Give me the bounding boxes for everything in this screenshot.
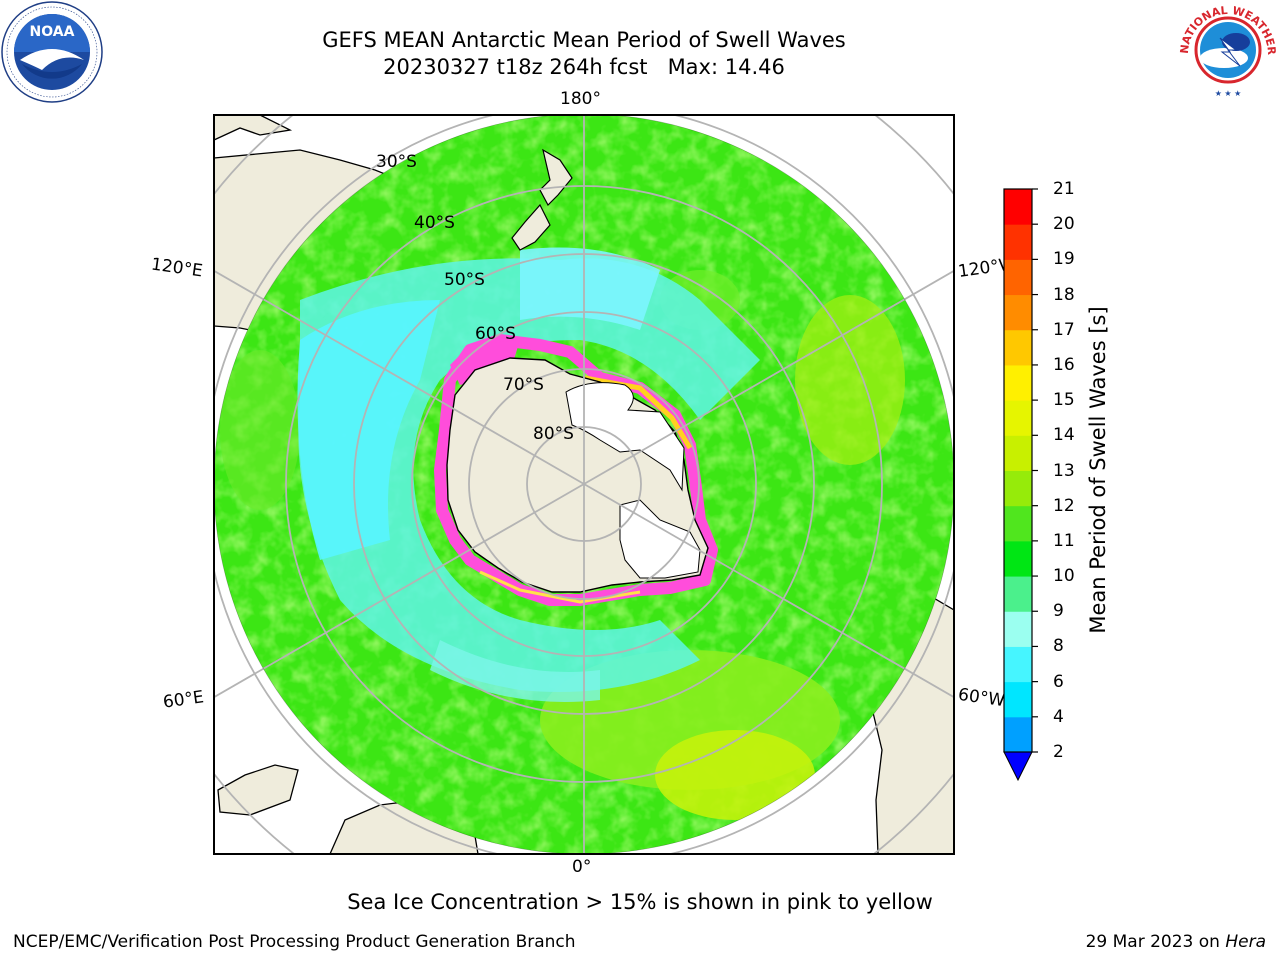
sea-ice-ring	[434, 334, 718, 606]
footer-date-text: 29 Mar 2023 on	[1085, 932, 1226, 952]
colorbar-segment	[1004, 470, 1032, 507]
noaa-logo-text: NOAA	[30, 24, 75, 40]
lat-label-30s: 30°S	[376, 152, 417, 172]
colorbar-tick-label: 19	[1053, 249, 1075, 270]
colorbar-segment	[1004, 259, 1032, 296]
lat-label-60s: 60°S	[475, 324, 516, 344]
colorbar-segment	[1004, 400, 1032, 436]
footer-date: 29 Mar 2023 on Hera	[1086, 932, 1266, 952]
lat-label-80s: 80°S	[533, 424, 574, 444]
colorbar-tick-label: 16	[1053, 354, 1075, 375]
nws-logo: NATIONAL WEATHER SERVICE ★ ★ ★	[1176, 0, 1278, 98]
colorbar-tick-label: 8	[1053, 636, 1064, 657]
noaa-logo: NOAA	[1, 1, 103, 103]
colorbar-segment	[1004, 540, 1032, 577]
colorbar-segment	[1004, 646, 1032, 683]
colorbar-tick-label: 11	[1053, 530, 1075, 551]
colorbar-tick-label: 17	[1053, 319, 1075, 340]
colorbar-segment	[1004, 364, 1032, 401]
colorbar-tick-label: 15	[1053, 390, 1075, 411]
lat-label-50s: 50°S	[444, 270, 485, 290]
colorbar-segment	[1004, 224, 1032, 260]
lon-label-0: 0°	[572, 857, 592, 877]
colorbar-segment	[1004, 189, 1032, 225]
colorbar-tick-label: 10	[1053, 566, 1075, 587]
colorbar-segment	[1004, 294, 1032, 331]
max-value: Max: 14.46	[667, 55, 785, 79]
colorbar-title: Mean Period of Swell Waves [s]	[1086, 306, 1110, 634]
ice-shelf-weddell	[619, 499, 701, 579]
colorbar-tick-label: 4	[1053, 706, 1064, 727]
lat-label-70s: 70°S	[503, 375, 544, 395]
lon-label-180: 180°	[560, 89, 601, 109]
colorbar-tick-label: 18	[1053, 284, 1075, 305]
landmass-new-zealand	[511, 148, 573, 251]
colorbar-tick-label: 20	[1053, 214, 1075, 235]
colorbar-segment	[1004, 681, 1032, 718]
footer-credit: NCEP/EMC/Verification Post Processing Pr…	[13, 932, 576, 952]
colorbar-tick-label: 12	[1053, 495, 1075, 516]
footer-host: Hera	[1225, 932, 1266, 952]
chart-subtitle: 20230327 t18z 264h fcst Max: 14.46	[284, 54, 884, 81]
colorbar-tick-label: 14	[1053, 425, 1075, 446]
lat-label-40s: 40°S	[414, 213, 455, 233]
colorbar-tick-label: 9	[1053, 601, 1064, 622]
colorbar-tick-label: 2	[1053, 742, 1064, 762]
chart-title: GEFS MEAN Antarctic Mean Period of Swell…	[322, 28, 846, 52]
colorbar-segment	[1004, 716, 1032, 753]
colorbar-tick-label: 6	[1053, 671, 1064, 692]
colorbar-segment	[1004, 505, 1032, 542]
colorbar-segment	[1004, 611, 1032, 647]
colorbar-segment	[1004, 576, 1032, 612]
forecast-date: 20230327 t18z 264h fcst	[383, 55, 648, 79]
colorbar-segment	[1004, 329, 1032, 366]
ice-shelf-ross	[565, 382, 685, 492]
caption: Sea Ice Concentration > 15% is shown in …	[347, 890, 933, 914]
colorbar-tick-label: 21	[1053, 179, 1075, 199]
longitude-grid	[214, 115, 954, 854]
landmass-australia	[214, 115, 293, 141]
colorbar-extend-arrow	[1003, 751, 1033, 782]
colorbar-segment	[1004, 435, 1032, 471]
svg-text:★ ★ ★: ★ ★ ★	[1215, 89, 1242, 98]
colorbar-tick-label: 13	[1053, 460, 1075, 481]
